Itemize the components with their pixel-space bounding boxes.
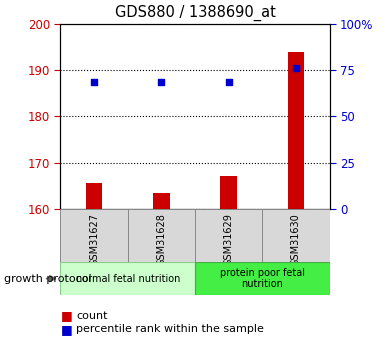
Text: percentile rank within the sample: percentile rank within the sample (76, 325, 264, 334)
Text: ■: ■ (60, 309, 72, 322)
Bar (220, 176, 237, 209)
Title: GDS880 / 1388690_at: GDS880 / 1388690_at (115, 5, 275, 21)
Bar (86, 183, 103, 209)
Text: normal fetal nutrition: normal fetal nutrition (76, 274, 180, 284)
Text: count: count (76, 311, 108, 321)
Text: GSM31628: GSM31628 (156, 213, 167, 266)
Text: GSM31627: GSM31627 (89, 213, 99, 266)
Bar (60, 262, 195, 295)
Text: ■: ■ (60, 323, 72, 336)
Point (158, 79, 165, 85)
Point (293, 65, 299, 71)
Text: growth protocol: growth protocol (4, 274, 92, 284)
Text: protein poor fetal
nutrition: protein poor fetal nutrition (220, 268, 305, 289)
Point (225, 79, 232, 85)
Bar (128, 209, 195, 262)
Bar (60, 209, 128, 262)
Bar (153, 193, 170, 209)
Bar (195, 209, 262, 262)
Bar (195, 262, 330, 295)
Text: GSM31629: GSM31629 (223, 213, 234, 266)
Bar (287, 52, 304, 209)
Text: GSM31630: GSM31630 (291, 213, 301, 266)
Point (91, 79, 97, 85)
Bar (262, 209, 330, 262)
